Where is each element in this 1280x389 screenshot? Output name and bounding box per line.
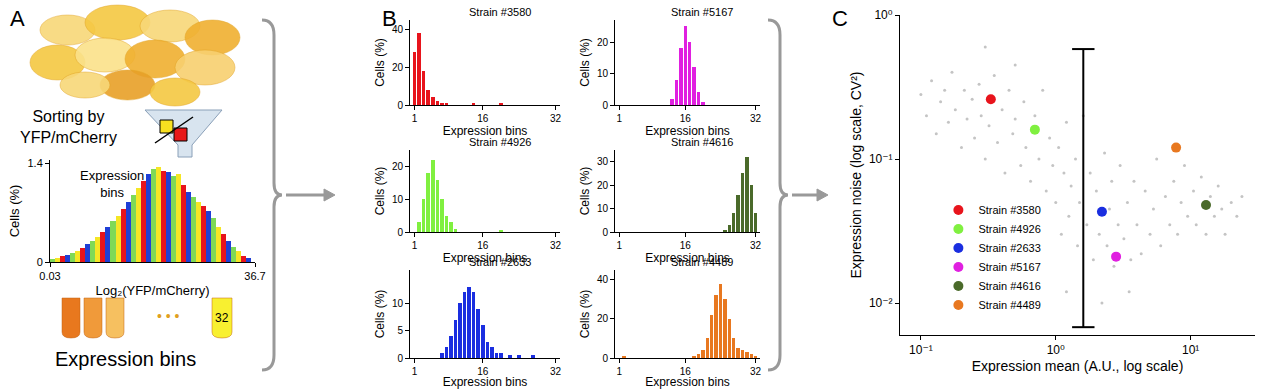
svg-text:10⁰: 10⁰ [874, 8, 892, 22]
svg-text:16: 16 [680, 113, 692, 124]
svg-text:20: 20 [392, 161, 404, 172]
svg-text:1: 1 [617, 240, 623, 251]
svg-text:Strain #5167: Strain #5167 [978, 261, 1040, 273]
svg-text:16: 16 [477, 113, 489, 124]
svg-text:Expression bins: Expression bins [645, 375, 730, 389]
svg-text:Strain #4926: Strain #4926 [978, 223, 1040, 235]
svg-text:Expression bins: Expression bins [443, 251, 528, 265]
svg-text:Log₂(YFP/mCherry): Log₂(YFP/mCherry) [95, 283, 209, 298]
svg-text:Strain #4489: Strain #4489 [978, 299, 1040, 311]
svg-text:Sorting byYFP/mCherry: Sorting byYFP/mCherry [20, 108, 117, 146]
svg-text:Strain #5167: Strain #5167 [671, 6, 733, 18]
svg-text:1: 1 [412, 366, 418, 377]
svg-text:A: A [10, 6, 25, 31]
svg-text:20: 20 [392, 62, 404, 73]
svg-text:Strain #4489: Strain #4489 [671, 256, 733, 268]
svg-text:16: 16 [477, 366, 489, 377]
svg-text:Cells (%): Cells (%) [373, 290, 387, 339]
svg-text:32: 32 [750, 366, 762, 377]
svg-text:5: 5 [397, 325, 403, 336]
svg-text:C: C [832, 6, 848, 31]
svg-text:0: 0 [602, 227, 608, 238]
svg-text:Expression bins: Expression bins [55, 348, 196, 370]
svg-text:20: 20 [597, 313, 609, 324]
svg-text:1: 1 [412, 240, 418, 251]
svg-text:Strain #2633: Strain #2633 [978, 242, 1040, 254]
svg-text:20: 20 [597, 37, 609, 48]
svg-text:Expressionbins: Expressionbins [80, 168, 144, 200]
svg-text:10: 10 [392, 194, 404, 205]
svg-text:Cells (%): Cells (%) [7, 185, 22, 238]
svg-text:32: 32 [215, 311, 229, 325]
svg-text:40: 40 [597, 274, 609, 285]
svg-text:0.03: 0.03 [39, 270, 60, 282]
svg-text:Cells (%): Cells (%) [373, 38, 387, 87]
svg-text:Expression noise (log scale, C: Expression noise (log scale, CV²) [848, 72, 864, 279]
svg-text:10⁻¹: 10⁻¹ [869, 152, 893, 166]
svg-text:B: B [382, 6, 397, 31]
svg-text:30: 30 [597, 156, 609, 167]
svg-text:32: 32 [750, 240, 762, 251]
svg-text:10: 10 [392, 298, 404, 309]
svg-text:Cells (%): Cells (%) [578, 290, 592, 339]
svg-text:Expression mean (A.U., log sca: Expression mean (A.U., log scale) [972, 358, 1184, 374]
svg-text:Strain #4616: Strain #4616 [978, 280, 1040, 292]
svg-text:32: 32 [750, 113, 762, 124]
svg-text:1: 1 [617, 113, 623, 124]
svg-text:Cells (%): Cells (%) [373, 167, 387, 216]
svg-text:0: 0 [397, 227, 403, 238]
svg-text:10¹: 10¹ [1182, 343, 1199, 357]
svg-text:Strain #4616: Strain #4616 [671, 136, 733, 148]
svg-text:Cells (%): Cells (%) [578, 38, 592, 87]
svg-text:Expression bins: Expression bins [645, 124, 730, 138]
svg-text:0: 0 [397, 353, 403, 364]
svg-text:10⁻²: 10⁻² [869, 296, 893, 310]
svg-text:32: 32 [550, 240, 562, 251]
svg-text:Expression bins: Expression bins [645, 251, 730, 265]
svg-text:Strain #3580: Strain #3580 [469, 6, 531, 18]
svg-text:10: 10 [597, 203, 609, 214]
svg-text:Expression bins: Expression bins [443, 375, 528, 389]
svg-text:20: 20 [597, 180, 609, 191]
svg-text:10⁻¹: 10⁻¹ [909, 343, 933, 357]
svg-text:10⁰: 10⁰ [1047, 343, 1065, 357]
svg-text:Strain #3580: Strain #3580 [978, 204, 1040, 216]
svg-text:36.7: 36.7 [244, 270, 265, 282]
svg-text:0: 0 [602, 353, 608, 364]
svg-text:1: 1 [617, 366, 623, 377]
svg-text:32: 32 [550, 113, 562, 124]
svg-text:0: 0 [397, 100, 403, 111]
svg-text:32: 32 [550, 366, 562, 377]
svg-text:16: 16 [680, 240, 692, 251]
svg-text:10: 10 [597, 68, 609, 79]
svg-text:Cells (%): Cells (%) [578, 167, 592, 216]
svg-text:• • •: • • • [157, 308, 180, 324]
svg-text:40: 40 [392, 24, 404, 35]
svg-text:16: 16 [477, 240, 489, 251]
svg-text:1: 1 [412, 113, 418, 124]
svg-text:Strain #2633: Strain #2633 [469, 256, 531, 268]
svg-text:0: 0 [37, 256, 43, 268]
svg-text:0: 0 [602, 100, 608, 111]
svg-text:Strain #4926: Strain #4926 [469, 136, 531, 148]
svg-text:16: 16 [680, 366, 692, 377]
svg-text:Expression bins: Expression bins [443, 124, 528, 138]
svg-text:1.4: 1.4 [28, 157, 43, 169]
